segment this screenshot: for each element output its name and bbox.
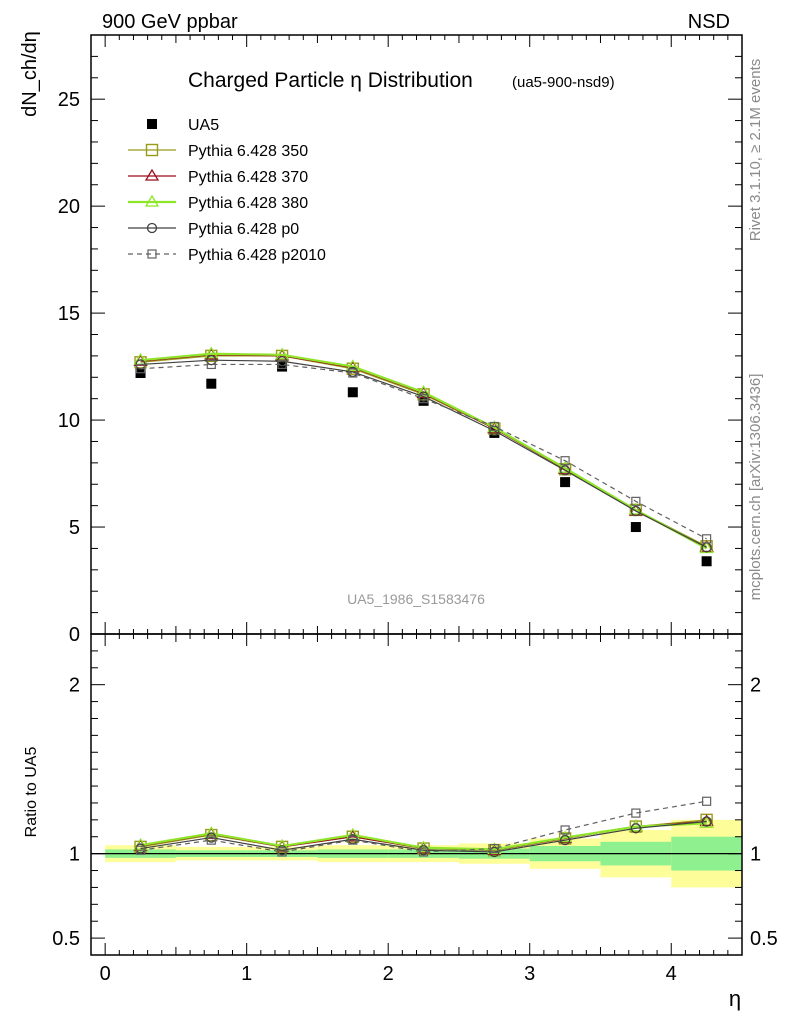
x-tick-label: 1	[241, 963, 252, 985]
main-y-axis-label: dN_ch/dη	[19, 31, 41, 117]
legend-marker-4	[146, 222, 158, 234]
ratio-y-tick-label-left: 1	[69, 844, 80, 866]
main-point-s5	[631, 496, 641, 506]
ratio-point-s0	[134, 840, 147, 854]
main-point-s5	[206, 359, 216, 370]
main-series-line-4	[140, 359, 707, 548]
header-right: NSD	[688, 11, 730, 33]
ratio-point-s2	[628, 819, 644, 832]
legend-marker-1	[145, 143, 159, 157]
main-point-s3	[274, 347, 290, 360]
x-tick-label: 4	[666, 963, 677, 985]
ratio-point-s2	[133, 837, 148, 850]
main-series-line-5	[140, 363, 707, 540]
main-point-s5	[348, 368, 358, 378]
ratio-point-s4	[418, 847, 429, 857]
main-point-s0	[277, 361, 288, 372]
main-point-s0	[701, 556, 712, 567]
legend-marker-3	[144, 194, 160, 207]
x-tick-label: 3	[524, 963, 535, 985]
main-point-s5	[489, 421, 499, 432]
ratio-point-s3	[559, 834, 571, 846]
legend-label-1: Pythia 6.428 350	[188, 143, 308, 160]
ratio-point-s3	[630, 823, 642, 834]
main-point-s3	[487, 420, 502, 433]
main-y-tick-label: 10	[58, 410, 80, 432]
ratio-point-s4	[631, 808, 641, 818]
ratio-series-line-3	[140, 820, 707, 853]
ratio-y-tick-label-right: 2	[750, 675, 761, 697]
main-point-s0	[206, 378, 217, 389]
ratio-y-tick-label-right: 1	[750, 844, 761, 866]
main-point-s0	[347, 387, 358, 398]
main-point-s5	[702, 534, 712, 544]
ratio-y-axis-label: Ratio to UA5	[23, 747, 40, 838]
ratio-point-s4	[489, 843, 499, 854]
legend-label-3: Pythia 6.428 380	[188, 195, 308, 212]
legend-label-0: UA5	[188, 117, 219, 134]
legend-marker-2	[144, 168, 160, 181]
header-left: 900 GeV ppbar	[102, 11, 238, 33]
ratio-point-s4	[135, 845, 146, 855]
main-series-line-3	[140, 352, 708, 550]
main-point-s4	[630, 505, 642, 517]
rivet-version-label: Rivet 3.1.10, ≥ 2.1M events	[747, 59, 764, 242]
ratio-panel: Ratio to UA5 η 0 1 2 3 4 0.5 0.5 1 1 2 2	[23, 633, 778, 1011]
main-y-tick-label: 5	[69, 517, 80, 539]
main-y-tick-label: 0	[69, 624, 80, 646]
main-title: Charged Particle η Distribution	[188, 69, 473, 92]
ratio-series-line-4	[140, 800, 707, 853]
legend-marker-0	[147, 119, 157, 129]
legend: UA5 Pythia 6.428 350 Pythia 6.428 370 Pythi…	[128, 117, 326, 264]
main-point-s0	[560, 477, 571, 488]
ratio-y-tick-label-right: 0.5	[750, 928, 778, 950]
ratio-frame	[90, 633, 743, 956]
analysis-watermark: UA5_1986_S1583476	[347, 591, 485, 607]
main-y-tick-label: 20	[58, 196, 80, 218]
legend-label-5: Pythia 6.428 p2010	[188, 247, 326, 264]
legend-marker-5	[147, 249, 157, 259]
mcplots-label: mcplots.cern.ch [arXiv:1306.3436]	[747, 374, 764, 601]
legend-label-4: Pythia 6.428 p0	[188, 221, 299, 238]
legend-label-2: Pythia 6.428 370	[188, 169, 308, 186]
ratio-y-tick-label-left: 0.5	[52, 928, 80, 950]
ratio-point-s4	[206, 835, 216, 845]
x-axis-label: η	[729, 986, 741, 1011]
ratio-point-s4	[277, 847, 287, 857]
ratio-point-s4	[348, 835, 358, 845]
main-y-tick-label: 15	[58, 303, 80, 325]
main-subtitle: (ua5-900-nsd9)	[512, 74, 615, 91]
main-point-s5	[135, 364, 146, 374]
ratio-y-tick-label-left: 2	[69, 675, 80, 697]
main-point-s4	[559, 465, 571, 476]
ratio-point-s4	[702, 796, 712, 806]
ratio-point-s3	[701, 816, 712, 827]
main-point-s0	[630, 522, 641, 533]
main-point-s5	[277, 359, 287, 370]
x-tick-label: 2	[383, 963, 394, 985]
main-series-line-2	[140, 354, 707, 548]
x-tick-label: 0	[100, 963, 111, 985]
main-point-s5	[560, 456, 570, 466]
main-point-s3	[345, 359, 360, 372]
main-point-s5	[418, 394, 429, 404]
ratio-point-s4	[560, 825, 570, 835]
main-y-tick-label: 25	[58, 89, 80, 111]
main-point-s3	[204, 346, 219, 359]
main-panel: Charged Particle η Distribution (ua5-900…	[19, 31, 743, 646]
main-series-line-1	[140, 355, 707, 547]
